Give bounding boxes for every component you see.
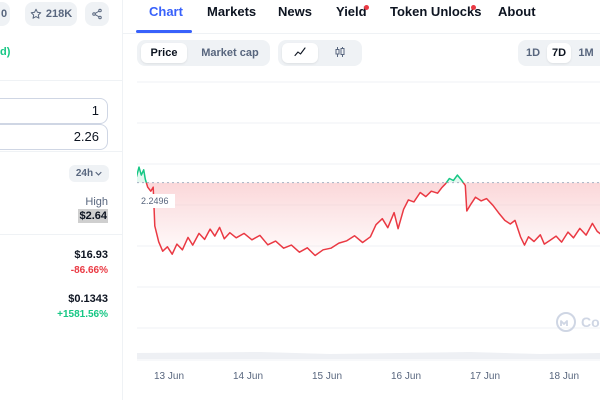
coin-stats-panel: 0 218K d) 1 2.26 24h High $2.64 $16.93 -… [0, 0, 123, 400]
tab-chart[interactable]: Chart [149, 4, 183, 19]
range-select[interactable]: 24h [69, 165, 109, 182]
tab-markets[interactable]: Markets [207, 4, 256, 19]
volume-band [137, 352, 600, 359]
x-axis-label: 13 Jun [154, 371, 184, 382]
watermark-text: Coi [581, 314, 600, 330]
share-button[interactable] [85, 2, 109, 26]
chart-watermark: Coi [556, 312, 600, 332]
coin-logo-icon [556, 312, 576, 332]
chart-type-toggle [278, 40, 362, 66]
high-value: $2.64 [78, 209, 108, 223]
metric-toggle: Price Market cap [137, 40, 270, 66]
x-axis-label: 17 Jun [470, 371, 500, 382]
price-change-tag: d) [0, 46, 11, 58]
header-chip-partial[interactable]: 0 [0, 2, 10, 26]
tab-chart-label: Chart [149, 4, 183, 19]
price-lines [137, 166, 600, 257]
range-1m-button[interactable]: 1M [573, 43, 599, 63]
price-fill [137, 167, 600, 256]
candlestick-icon [334, 46, 346, 61]
metric-price-button[interactable]: Price [141, 43, 187, 63]
line-chart-button[interactable] [282, 43, 318, 63]
high-label: High [85, 196, 108, 208]
range-1d-button[interactable]: 1D [521, 43, 545, 63]
converter-input-from[interactable]: 1 [0, 98, 108, 124]
divider [0, 234, 122, 235]
price-line-down [145, 182, 600, 257]
tab-token-unlocks-label: Token Unlocks [390, 4, 482, 19]
reference-price-label: 2.2496 [137, 194, 175, 208]
volume-area [137, 352, 600, 359]
time-range-toggle: 1D 7D 1M [518, 40, 600, 66]
converter-input-to[interactable]: 2.26 [0, 124, 108, 150]
chevron-down-icon [95, 168, 102, 179]
x-axis-labels: 13 Jun 14 Jun 15 Jun 16 Jun 17 Jun 18 Jun [154, 371, 579, 382]
tab-token-unlocks-dot [471, 5, 476, 10]
share-icon [91, 8, 103, 20]
range-7d-label: 7D [551, 47, 567, 59]
stat-price-1: $16.93 [74, 249, 108, 261]
divider [0, 151, 122, 152]
reference-price-text: 2.2496 [141, 196, 169, 206]
star-icon [30, 8, 42, 20]
line-chart-icon [294, 46, 306, 60]
tab-yield-label: Yield [336, 4, 367, 19]
x-axis-label: 15 Jun [312, 371, 342, 382]
x-axis-label: 14 Jun [233, 371, 263, 382]
tab-markets-label: Markets [207, 4, 257, 19]
tab-yield[interactable]: Yield [336, 4, 367, 19]
tab-news-label: News [278, 4, 312, 19]
tab-about-label: About [498, 4, 536, 19]
converter-value-from: 1 [91, 103, 99, 118]
metric-market-cap-button[interactable]: Market cap [193, 43, 267, 63]
tab-yield-dot [364, 5, 369, 10]
reference-price-label-bg [137, 194, 175, 208]
range-7d-button[interactable]: 7D [547, 43, 571, 63]
metric-market-cap-label: Market cap [201, 47, 259, 59]
tab-about[interactable]: About [498, 4, 536, 19]
active-tab-indicator [136, 30, 192, 33]
stat-change-1: -86.66% [70, 265, 108, 276]
watchlist-count: 218K [45, 8, 73, 20]
tabs-divider [123, 33, 600, 34]
range-select-label: 24h [75, 168, 94, 179]
metric-price-label: Price [150, 47, 178, 59]
candlestick-button[interactable] [322, 43, 358, 63]
range-1m-label: 1M [578, 47, 594, 59]
price-fill-below [146, 182, 600, 256]
tab-news[interactable]: News [278, 4, 312, 19]
stat-change-2: +1581.56% [57, 309, 108, 320]
x-axis-label: 16 Jun [391, 371, 421, 382]
header-chip-partial-label: 0 [0, 8, 8, 20]
x-axis-label: 18 Jun [549, 371, 579, 382]
stat-price-2: $0.1343 [68, 293, 108, 305]
converter-value-to: 2.26 [73, 129, 99, 144]
tab-token-unlocks[interactable]: Token Unlocks [390, 4, 482, 19]
watchlist-button[interactable]: 218K [25, 2, 77, 26]
range-1d-label: 1D [525, 47, 541, 59]
divider [0, 80, 122, 81]
